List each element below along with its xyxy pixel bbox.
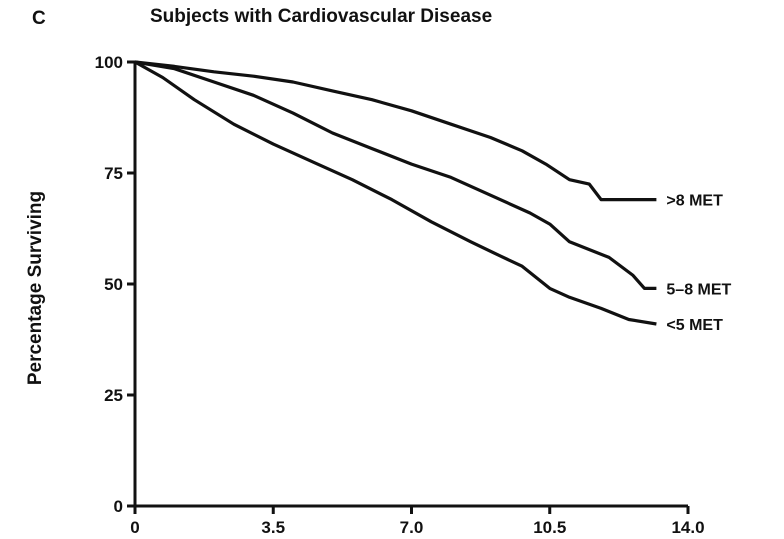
series-lines [134,60,657,326]
x-tick-label: 3.5 [261,518,285,537]
series-line [134,60,657,290]
x-tick-label: 14.0 [671,518,704,537]
y-tick-label: 100 [95,53,123,72]
x-tick-label: 10.5 [533,518,566,537]
y-tick-label: 50 [104,275,123,294]
series-label: <5 MET [666,317,723,334]
y-tick-label: 25 [104,386,123,405]
series-labels: >8 MET 5–8 MET <5 MET [666,193,731,334]
ticks: 0 3.5 7.0 10.5 14.0 0 25 50 75 100 [95,53,705,537]
series-line [134,60,657,326]
x-tick-label: 7.0 [400,518,424,537]
axes [133,62,688,508]
x-tick-label: 0 [130,518,139,537]
chart-title: Subjects with Cardiovascular Disease [150,6,493,27]
series-label: >8 MET [666,193,723,210]
y-tick-label: 75 [104,164,123,183]
y-tick-label: 0 [114,497,123,516]
series-line [134,60,657,202]
panel-letter: C [32,8,46,29]
series-label: 5–8 MET [666,281,731,298]
